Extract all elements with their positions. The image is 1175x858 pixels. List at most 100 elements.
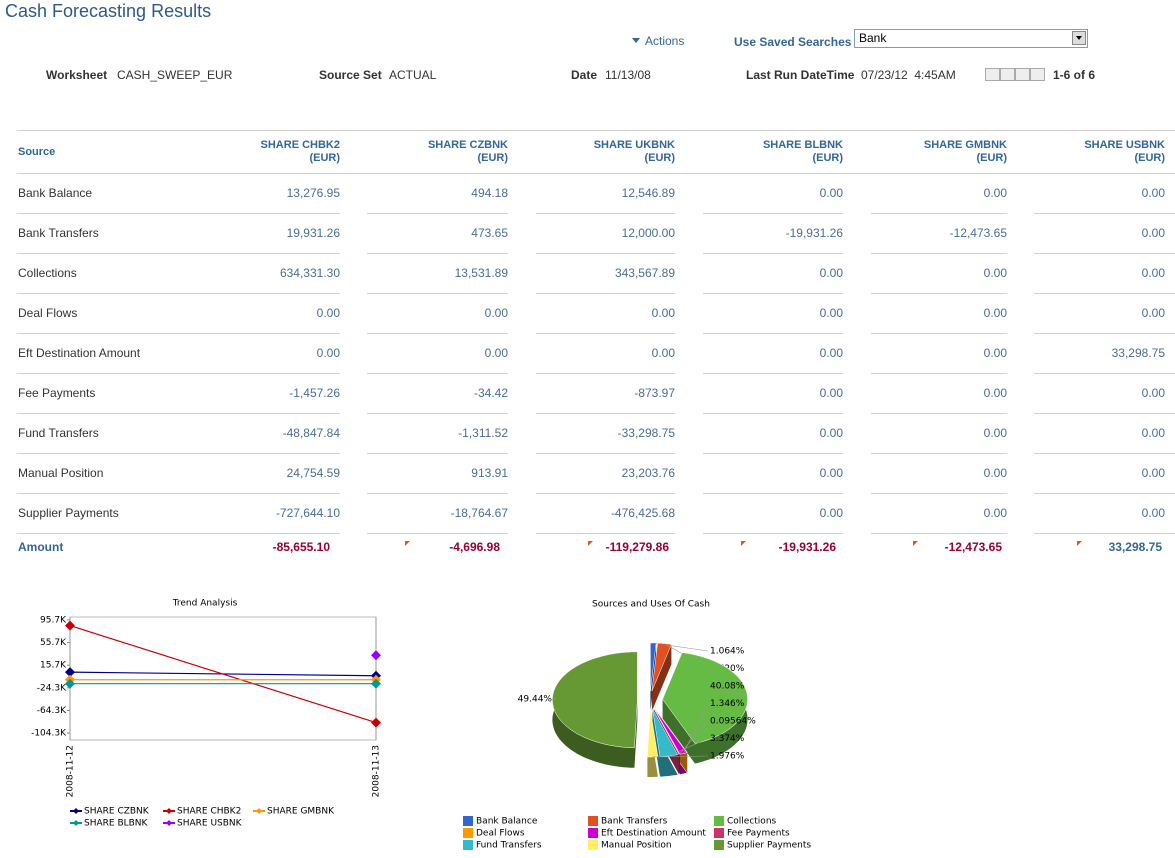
saved-search-select[interactable]: Bank xyxy=(854,29,1088,48)
legend-marker xyxy=(166,820,172,826)
row-separator xyxy=(1034,493,1175,494)
legend-swatch xyxy=(588,828,598,838)
row-separator xyxy=(367,453,508,454)
column-header: SHARE CZBNK xyxy=(427,139,508,151)
cell-value: -12,473.65 xyxy=(949,226,1007,240)
total-value: -19,931.26 xyxy=(778,540,836,554)
select-button[interactable] xyxy=(1072,31,1086,45)
y-tick-label: 95.7K xyxy=(40,615,67,625)
actions-arrow xyxy=(632,38,640,43)
cell-value: 494.18 xyxy=(471,186,508,200)
legend-label: SHARE USBNK xyxy=(177,819,243,829)
y-tick-label: 55.7K xyxy=(40,638,67,648)
cell-value: 12,546.89 xyxy=(621,186,675,200)
column-header: Source xyxy=(18,146,56,158)
pagination-text: 1-6 of 6 xyxy=(1053,68,1096,82)
row-label: Fee Payments xyxy=(18,386,96,400)
cell-value: 0.00 xyxy=(819,306,843,320)
row-separator xyxy=(1034,373,1175,374)
row-separator xyxy=(536,253,675,254)
legend-swatch xyxy=(714,840,724,850)
pie-slice xyxy=(654,708,688,755)
info-label: Worksheet xyxy=(46,68,108,82)
cell-value: -873.97 xyxy=(634,386,675,400)
prev-button[interactable] xyxy=(1000,68,1015,81)
cell-value: -34.42 xyxy=(473,386,508,400)
legend-label: Fee Payments xyxy=(727,829,790,839)
detail-marker xyxy=(405,541,410,546)
total-value: 33,298.75 xyxy=(1108,540,1162,554)
info-value: 07/23/12 4:45AM xyxy=(861,68,956,82)
row-separator xyxy=(703,493,843,494)
cell-value: 0.00 xyxy=(1141,306,1165,320)
last-button[interactable] xyxy=(1030,68,1045,81)
row-separator xyxy=(367,533,508,534)
cell-value: 634,331.30 xyxy=(279,266,340,280)
cell-value: 19,931.26 xyxy=(286,226,340,240)
cell-value: 0.00 xyxy=(983,506,1007,520)
cell-value: 13,276.95 xyxy=(286,186,340,200)
leader-line xyxy=(678,720,709,755)
cell-value: 0.00 xyxy=(316,346,340,360)
next-button[interactable] xyxy=(1015,68,1030,81)
legend-swatch xyxy=(714,816,724,826)
chart-title: Trend Analysis xyxy=(172,599,238,609)
column-unit: (EUR) xyxy=(644,152,675,164)
point-marker xyxy=(65,620,75,631)
leader-line xyxy=(668,738,709,757)
y-tick-label: -24.3K xyxy=(37,683,67,693)
row-separator xyxy=(367,253,508,254)
cell-value: 473.65 xyxy=(471,226,508,240)
chart-title: Sources and Uses Of Cash xyxy=(592,600,710,610)
cell-value: 0.00 xyxy=(819,506,843,520)
slice-label: 40.08% xyxy=(710,682,745,692)
cell-value: 0.00 xyxy=(819,466,843,480)
row-separator xyxy=(536,333,675,334)
pie-slice xyxy=(662,652,748,744)
row-separator xyxy=(871,413,1007,414)
cell-value: 0.00 xyxy=(983,186,1007,200)
slice-label: 1.064% xyxy=(710,647,745,657)
row-separator xyxy=(871,253,1007,254)
column-header: SHARE USBNK xyxy=(1084,139,1165,151)
legend-marker xyxy=(73,820,79,826)
row-separator xyxy=(703,533,843,534)
y-tick-label: -64.3K xyxy=(37,706,67,716)
legend-label: Manual Position xyxy=(601,841,672,851)
row-separator xyxy=(17,373,340,374)
cell-value: -1,457.26 xyxy=(289,386,340,400)
cell-value: 0.00 xyxy=(316,306,340,320)
row-separator xyxy=(1034,453,1175,454)
total-value: -4,696.98 xyxy=(449,540,500,554)
slice-label: 3.374% xyxy=(710,734,745,744)
row-separator xyxy=(17,413,340,414)
row-separator xyxy=(367,293,508,294)
row-separator xyxy=(703,373,843,374)
row-separator xyxy=(367,413,508,414)
legend-marker xyxy=(256,808,262,814)
info-label: Last Run DateTime xyxy=(746,68,855,82)
column-unit: (EUR) xyxy=(812,152,843,164)
cell-value: 0.00 xyxy=(983,466,1007,480)
row-separator xyxy=(17,253,340,254)
plot-area xyxy=(69,616,377,741)
legend-label: Deal Flows xyxy=(476,829,525,839)
legend-label: Supplier Payments xyxy=(727,841,811,851)
info-value: 11/13/08 xyxy=(605,68,651,82)
point-marker xyxy=(371,717,381,728)
detail-marker xyxy=(1077,541,1082,546)
actions-link[interactable]: Actions xyxy=(645,34,685,48)
cell-value: 0.00 xyxy=(983,346,1007,360)
column-header: SHARE BLBNK xyxy=(762,139,843,151)
row-separator xyxy=(1034,333,1175,334)
row-separator xyxy=(17,493,340,494)
column-unit: (EUR) xyxy=(309,152,340,164)
first-button[interactable] xyxy=(985,68,1000,81)
row-separator xyxy=(1034,253,1175,254)
cell-value: 913.91 xyxy=(471,466,508,480)
row-separator xyxy=(367,373,508,374)
legend-swatch xyxy=(463,828,473,838)
cell-value: 0.00 xyxy=(983,426,1007,440)
cell-value: 0.00 xyxy=(1141,426,1165,440)
row-separator xyxy=(17,533,340,534)
